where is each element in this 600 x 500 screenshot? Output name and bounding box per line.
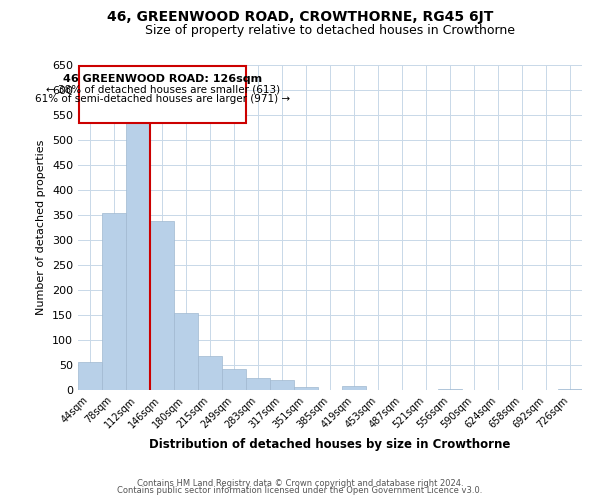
Text: Contains HM Land Registry data © Crown copyright and database right 2024.: Contains HM Land Registry data © Crown c… xyxy=(137,478,463,488)
Title: Size of property relative to detached houses in Crowthorne: Size of property relative to detached ho… xyxy=(145,24,515,38)
Y-axis label: Number of detached properties: Number of detached properties xyxy=(37,140,46,315)
FancyBboxPatch shape xyxy=(79,66,246,122)
Text: 46, GREENWOOD ROAD, CROWTHORNE, RG45 6JT: 46, GREENWOOD ROAD, CROWTHORNE, RG45 6JT xyxy=(107,10,493,24)
Bar xyxy=(78,362,102,390)
Text: Contains public sector information licensed under the Open Government Licence v3: Contains public sector information licen… xyxy=(118,486,482,495)
Bar xyxy=(342,386,366,390)
Text: 61% of semi-detached houses are larger (971) →: 61% of semi-detached houses are larger (… xyxy=(35,94,290,104)
Bar xyxy=(126,116,150,390)
Bar xyxy=(102,212,126,390)
Bar xyxy=(246,378,270,390)
Bar xyxy=(438,389,462,390)
Text: 46 GREENWOOD ROAD: 126sqm: 46 GREENWOOD ROAD: 126sqm xyxy=(63,74,262,84)
Bar xyxy=(294,386,318,390)
X-axis label: Distribution of detached houses by size in Crowthorne: Distribution of detached houses by size … xyxy=(149,438,511,451)
Bar xyxy=(558,389,582,390)
Bar xyxy=(174,312,198,390)
Bar xyxy=(270,380,294,390)
Bar xyxy=(222,369,246,390)
Bar xyxy=(150,221,174,390)
Text: ← 38% of detached houses are smaller (613): ← 38% of detached houses are smaller (61… xyxy=(46,84,280,94)
Bar xyxy=(198,356,222,390)
